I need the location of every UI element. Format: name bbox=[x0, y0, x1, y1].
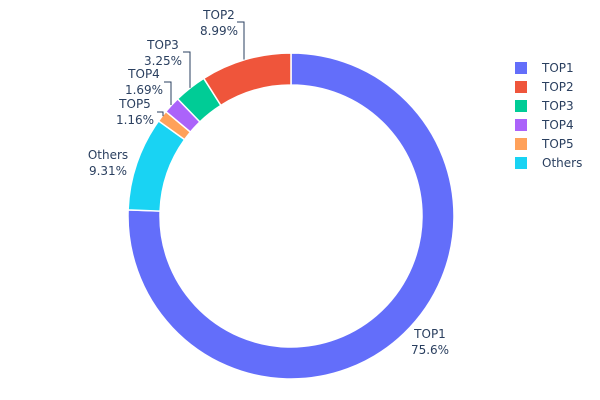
legend-swatch-top2[interactable] bbox=[515, 81, 527, 93]
legend-swatch-top3[interactable] bbox=[515, 100, 527, 112]
legend-swatch-others[interactable] bbox=[515, 157, 527, 169]
slice-label-top5: TOP5 bbox=[118, 97, 151, 111]
leader-line-top5 bbox=[157, 111, 164, 117]
slice-label-top2: TOP2 bbox=[202, 8, 235, 22]
legend-label-top5[interactable]: TOP5 bbox=[541, 137, 574, 151]
legend-swatch-top5[interactable] bbox=[515, 138, 527, 150]
slice-label-top1: TOP1 bbox=[413, 327, 446, 341]
slice-value-top4: 1.69% bbox=[125, 83, 163, 97]
leader-line-top4 bbox=[164, 81, 172, 106]
slice-others[interactable] bbox=[127, 119, 186, 212]
slice-label-top4: TOP4 bbox=[127, 67, 160, 81]
legend-label-others[interactable]: Others bbox=[542, 156, 582, 170]
legend-swatch-top1[interactable] bbox=[515, 62, 527, 74]
leader-line-top3 bbox=[183, 51, 191, 88]
slice-label-top3: TOP3 bbox=[146, 38, 179, 52]
slice-label-others: Others bbox=[88, 148, 128, 162]
slice-value-top5: 1.16% bbox=[116, 113, 154, 127]
legend-label-top4[interactable]: TOP4 bbox=[541, 118, 574, 132]
slice-value-top2: 8.99% bbox=[200, 24, 238, 38]
slice-value-top1: 75.6% bbox=[411, 343, 449, 357]
slice-value-others: 9.31% bbox=[89, 164, 127, 178]
slice-value-top3: 3.25% bbox=[144, 54, 182, 68]
slice-top2[interactable] bbox=[202, 52, 292, 107]
slice-top1[interactable] bbox=[127, 52, 455, 380]
legend-label-top2[interactable]: TOP2 bbox=[541, 80, 574, 94]
legend-label-top1[interactable]: TOP1 bbox=[541, 61, 574, 75]
legend-swatch-top4[interactable] bbox=[515, 119, 527, 131]
legend-label-top3[interactable]: TOP3 bbox=[541, 99, 574, 113]
leader-line-top2 bbox=[237, 21, 245, 60]
